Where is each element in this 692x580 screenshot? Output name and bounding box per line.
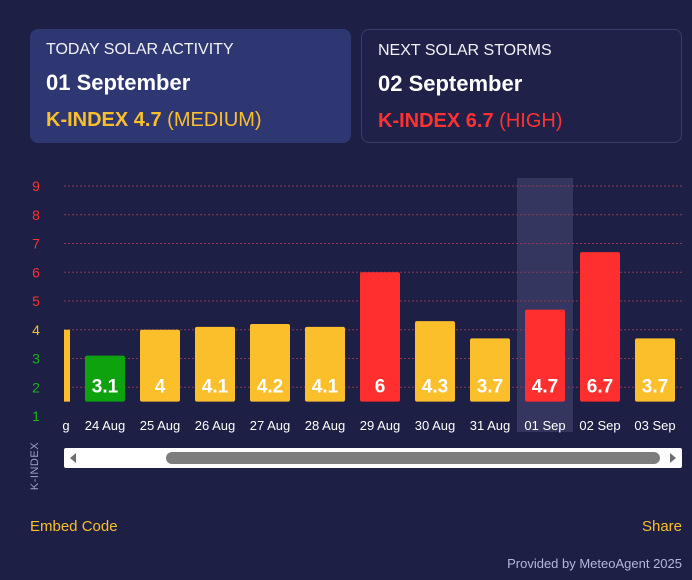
bar [195,326,235,402]
bar [415,321,455,402]
today-activity-card: TODAY SOLAR ACTIVITY 01 September K-INDE… [30,29,351,143]
data-label: 3.7 [477,377,503,398]
data-label: 3.7 [642,377,668,398]
x-tick-label: 29 Aug [360,418,401,433]
bar [360,272,400,402]
data-label: 4.7 [532,377,558,398]
today-level: (MEDIUM) [167,109,262,131]
x-tick-label: 01 Sep [524,418,565,433]
today-kindex: K-INDEX 4.7 [46,109,162,131]
chart-scrollbar[interactable] [64,448,682,468]
bar [525,309,565,402]
bar [470,338,510,402]
today-label: TODAY SOLAR ACTIVITY [46,41,234,58]
next-storms-card: NEXT SOLAR STORMS 02 September K-INDEX 6… [361,29,682,143]
share-link[interactable]: Share [641,518,682,535]
x-tick-label: 28 Aug [305,418,346,433]
today-date: 01 September [46,70,191,95]
x-tick-label: 26 Aug [195,418,236,433]
x-tick-label: 27 Aug [250,418,291,433]
y-axis-title: K-INDEX [29,441,41,491]
x-tick-label: 03 Sep [634,418,675,433]
today-kindex-line: K-INDEX 4.7 (MEDIUM) [46,109,335,132]
data-label: 4.3 [422,377,448,398]
data-label: 3.1 [92,377,119,398]
embed-code-link[interactable]: Embed Code [30,518,118,535]
x-tick-label: 31 Aug [470,418,511,433]
next-level: (HIGH) [499,110,563,132]
data-label: 6 [375,377,386,398]
bar [580,252,620,402]
bar [635,338,675,402]
bar [305,326,345,402]
data-label: 4.1 [312,377,339,398]
bar [85,355,125,402]
x-tick-label: 30 Aug [415,418,456,433]
scroll-thumb[interactable] [166,452,660,464]
scroll-left-arrow-icon[interactable] [66,448,80,468]
y-tick-label: 5 [32,293,40,309]
y-tick-label: 3 [32,351,40,367]
y-tick-label: 4 [32,322,40,338]
bar [250,324,290,402]
bar-partial [64,329,70,402]
provided-by-text: Provided by MeteoAgent 2025 [507,556,682,571]
data-label: 4.1 [202,377,229,398]
y-tick-label: 1 [32,408,40,424]
data-label: 4 [155,377,166,398]
next-kindex-line: K-INDEX 6.7 (HIGH) [378,110,665,133]
next-kindex: K-INDEX 6.7 [378,110,494,132]
y-tick-label: 6 [32,264,40,280]
next-label: NEXT SOLAR STORMS [378,42,552,59]
kindex-chart: 9 8 7 6 5 4 3 2 1 g 3.1 24 Aug 4 25 Aug 4.1 26 Aug 4.2 27… [32,178,682,433]
scroll-right-arrow-icon[interactable] [666,448,680,468]
y-tick-label: 7 [32,236,40,252]
data-label: 4.2 [257,377,283,398]
bar [140,329,180,402]
data-label: 6.7 [587,377,613,398]
next-date: 02 September [378,71,523,96]
y-tick-label: 8 [32,207,40,223]
x-tick-label: 02 Sep [579,418,620,433]
y-tick-label: 2 [32,379,40,395]
x-tick-label: 25 Aug [140,418,181,433]
x-tick-label: g [62,418,69,433]
y-tick-label: 9 [32,178,40,194]
x-tick-label: 24 Aug [85,418,126,433]
